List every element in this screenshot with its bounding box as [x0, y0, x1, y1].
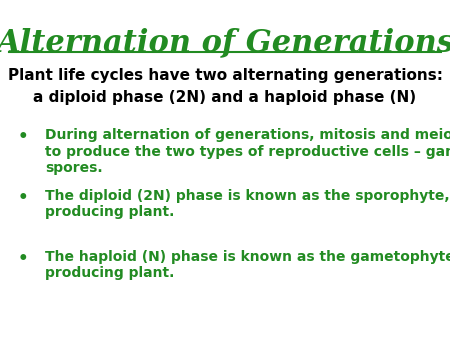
Text: Alternation of Generations: Alternation of Generations: [0, 27, 450, 58]
Text: •: •: [17, 250, 28, 268]
Text: The diploid (2N) phase is known as the sporophyte, or spore-
producing plant.: The diploid (2N) phase is known as the s…: [45, 189, 450, 219]
Text: •: •: [17, 189, 28, 207]
Text: The haploid (N) phase is known as the gametophyte, or gamete-
producing plant.: The haploid (N) phase is known as the ga…: [45, 250, 450, 280]
Text: a diploid phase (2N) and a haploid phase (N): a diploid phase (2N) and a haploid phase…: [33, 90, 417, 104]
Text: •: •: [17, 128, 28, 146]
Text: During alternation of generations, mitosis and meiosis alternate
to produce the : During alternation of generations, mitos…: [45, 128, 450, 175]
Text: Plant life cycles have two alternating generations:: Plant life cycles have two alternating g…: [8, 68, 442, 82]
